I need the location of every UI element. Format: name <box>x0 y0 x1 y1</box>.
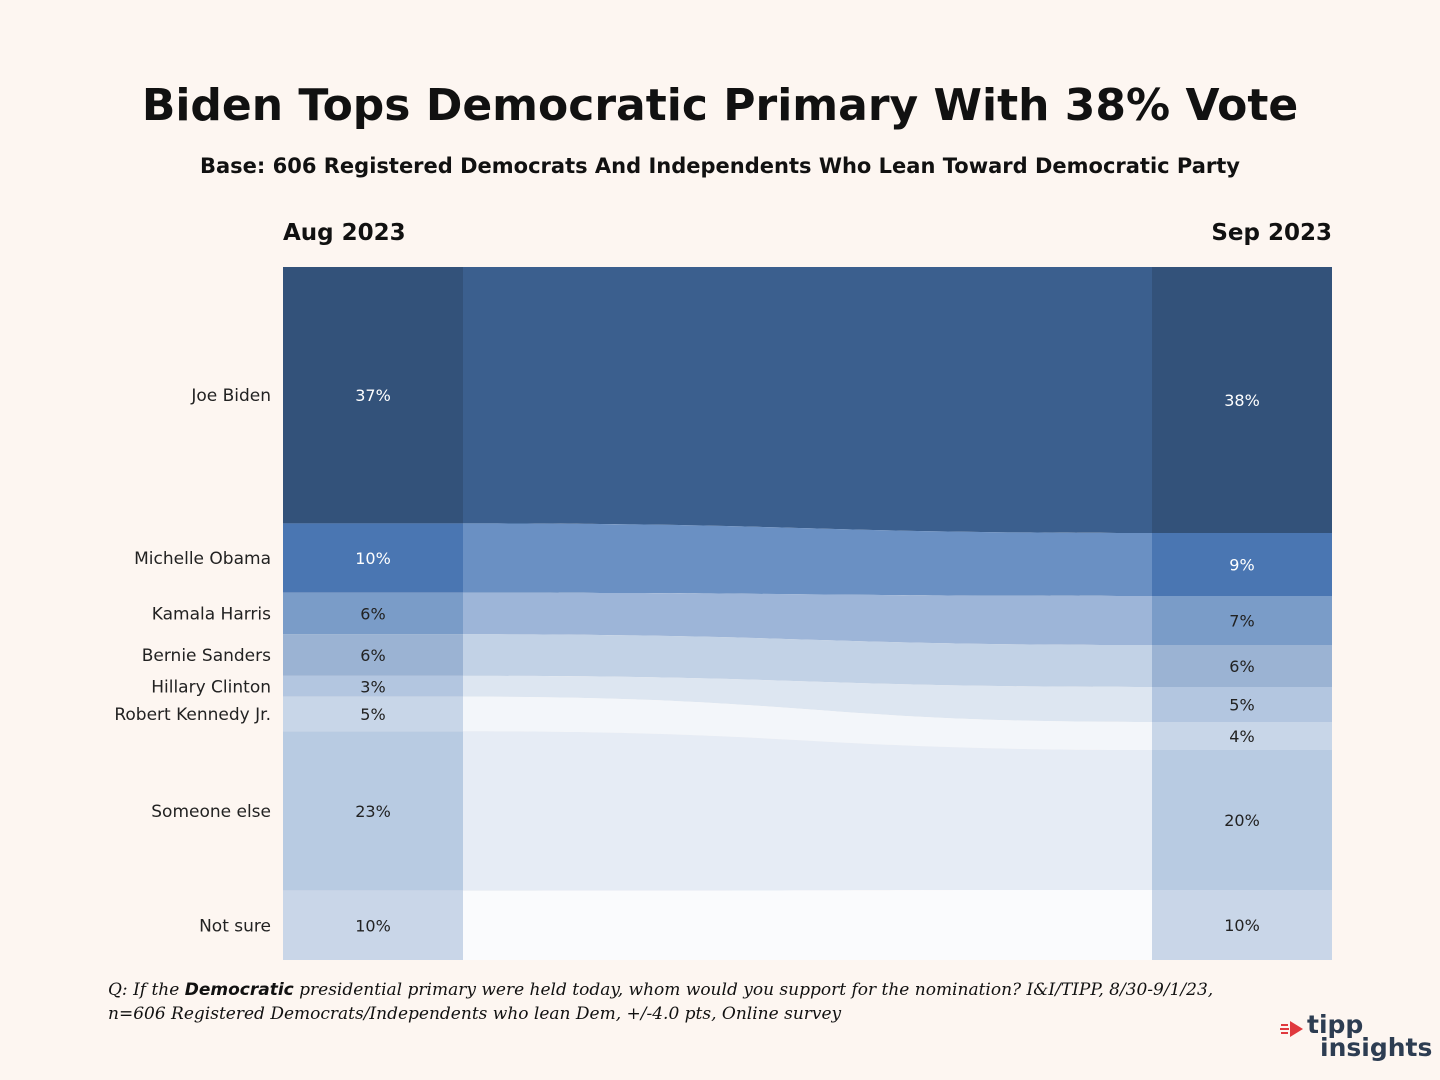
category-label-kamala-harris: Kamala Harris <box>152 605 271 625</box>
logo-word-insights: insights <box>1320 1033 1433 1062</box>
footnote-bold: Democratic <box>184 980 294 1000</box>
value-label-aug-not-sure: 10% <box>355 916 391 935</box>
chart-subtitle: Base: 606 Registered Democrats And Indep… <box>199 154 1240 178</box>
category-label-michelle-obama: Michelle Obama <box>134 549 271 569</box>
value-label-aug-bernie-sanders: 6% <box>360 646 385 665</box>
value-label-aug-robert-kennedy-jr: 5% <box>360 705 385 724</box>
flow-someone-else <box>463 731 1152 891</box>
node-aug-someone-else <box>283 731 463 891</box>
footnote: Q: If the Democratic presidential primar… <box>108 978 1258 1026</box>
node-sep-not-sure <box>1152 890 1332 960</box>
flow-michelle-obama <box>463 523 1152 596</box>
value-label-aug-kamala-harris: 6% <box>360 605 385 624</box>
node-aug-michelle-obama <box>283 523 463 593</box>
category-label-hillary-clinton: Hillary Clinton <box>151 677 271 697</box>
value-label-sep-robert-kennedy-jr: 4% <box>1229 727 1254 746</box>
tipp-insights-logo: tipp insights <box>1280 1010 1433 1062</box>
flow-hillary-clinton <box>463 675 1152 722</box>
category-label-bernie-sanders: Bernie Sanders <box>142 646 271 666</box>
value-label-sep-bernie-sanders: 6% <box>1229 657 1254 676</box>
value-label-sep-kamala-harris: 7% <box>1229 612 1254 631</box>
flow-bernie-sanders <box>463 634 1152 687</box>
node-sep-joe-biden <box>1152 267 1332 533</box>
node-sep-hillary-clinton <box>1152 687 1332 722</box>
value-label-aug-michelle-obama: 10% <box>355 549 391 568</box>
value-label-aug-someone-else: 23% <box>355 802 391 821</box>
flow-robert-kennedy-jr <box>463 696 1152 750</box>
value-label-sep-hillary-clinton: 5% <box>1229 696 1254 715</box>
value-label-sep-not-sure: 10% <box>1224 916 1260 935</box>
node-sep-robert-kennedy-jr <box>1152 722 1332 750</box>
node-aug-bernie-sanders <box>283 634 463 676</box>
node-aug-not-sure <box>283 890 463 960</box>
node-aug-robert-kennedy-jr <box>283 696 463 732</box>
footnote-pre: Q: If the <box>108 980 185 1000</box>
category-label-someone-else: Someone else <box>151 802 271 822</box>
node-aug-kamala-harris <box>283 592 463 635</box>
flow-joe-biden <box>463 267 1152 533</box>
value-label-aug-joe-biden: 37% <box>355 386 391 405</box>
chart-title: Biden Tops Democratic Primary With 38% V… <box>141 80 1299 131</box>
value-label-sep-someone-else: 20% <box>1224 811 1260 830</box>
logo-word-tipp: tipp <box>1307 1010 1364 1039</box>
node-aug-hillary-clinton <box>283 675 463 697</box>
category-label-not-sure: Not sure <box>199 916 271 936</box>
node-aug-joe-biden <box>283 267 463 524</box>
logo-arrow-icon <box>1280 1021 1303 1037</box>
footnote-post: presidential primary were held today, wh… <box>108 980 1214 1024</box>
category-label-joe-biden: Joe Biden <box>190 386 271 406</box>
column-header-aug: Aug 2023 <box>283 220 406 246</box>
flow-kamala-harris <box>463 592 1152 645</box>
node-sep-kamala-harris <box>1152 596 1332 645</box>
node-sep-michelle-obama <box>1152 533 1332 596</box>
value-label-sep-joe-biden: 38% <box>1224 391 1260 410</box>
node-sep-someone-else <box>1152 750 1332 890</box>
value-label-aug-hillary-clinton: 3% <box>360 677 385 696</box>
category-label-robert-kennedy-jr: Robert Kennedy Jr. <box>114 705 271 725</box>
flow-not-sure <box>463 890 1152 960</box>
node-sep-bernie-sanders <box>1152 645 1332 687</box>
value-label-sep-michelle-obama: 9% <box>1229 556 1254 575</box>
column-header-sep: Sep 2023 <box>1211 220 1332 246</box>
